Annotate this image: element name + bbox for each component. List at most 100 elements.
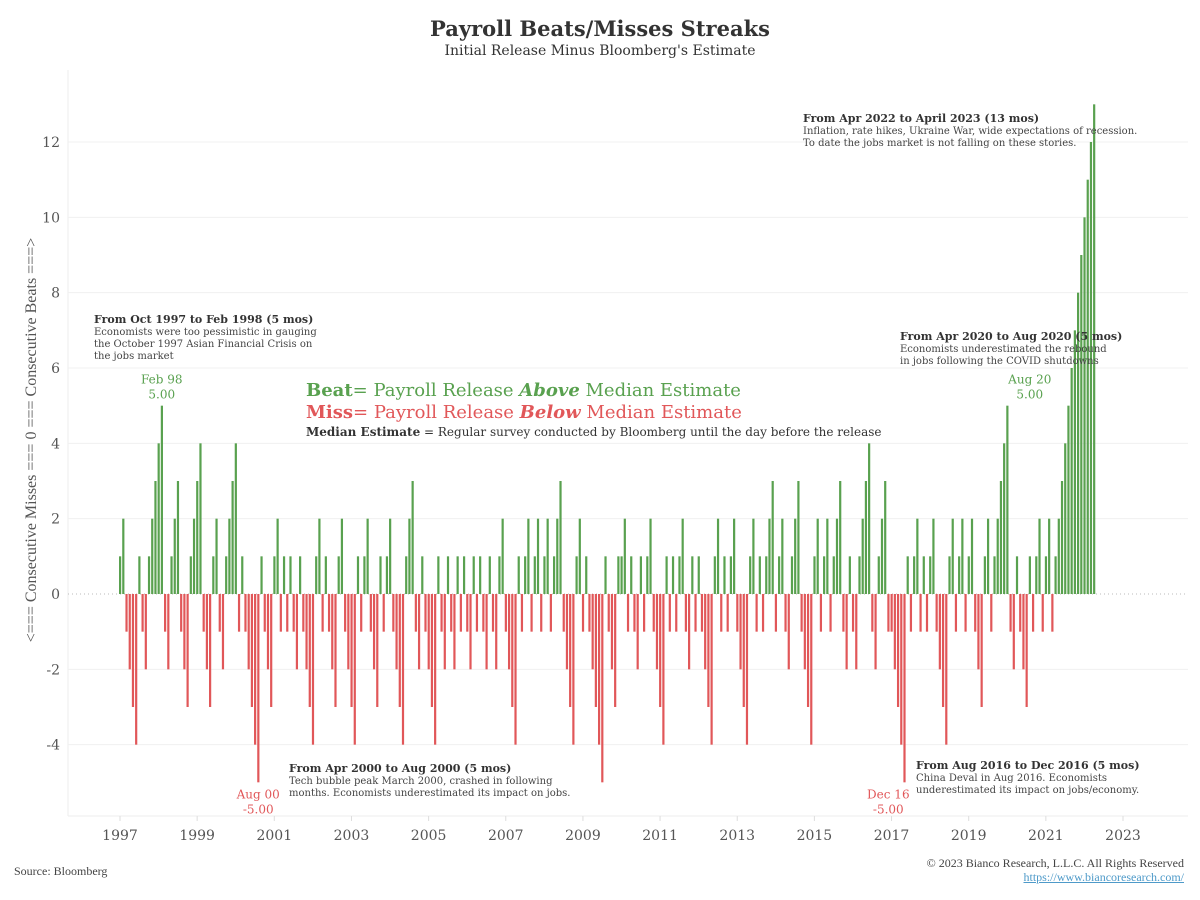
y-tick-label: 8 (51, 286, 60, 302)
miss-bar (601, 594, 604, 783)
miss-bar (549, 594, 552, 632)
beat-bar (967, 556, 970, 594)
miss-bar (302, 594, 305, 632)
x-tick-label: 2011 (642, 828, 678, 844)
beat-bar (1057, 518, 1060, 594)
miss-bar (964, 594, 967, 632)
beat-bar (488, 556, 491, 594)
beat-bar (138, 556, 141, 594)
beat-bar (299, 556, 302, 594)
miss-bar (900, 594, 903, 745)
miss-bar (360, 594, 363, 632)
beat-bar (1044, 556, 1048, 594)
miss-bar (700, 594, 704, 632)
miss-bar (507, 594, 511, 670)
miss-bar (530, 594, 533, 632)
beat-bar (157, 443, 160, 594)
peak-label-value: -5.00 (243, 802, 274, 816)
miss-bar (485, 594, 488, 670)
note-2022: From Apr 2022 to April 2023 (13 mos) Inf… (803, 113, 1137, 150)
miss-bar (688, 594, 691, 670)
beat-bar (1006, 405, 1009, 594)
beat-bar (273, 556, 276, 594)
beat-bar (816, 518, 819, 594)
website-link[interactable]: https://www.biancoresearch.com/ (1023, 870, 1184, 884)
miss-bar (990, 594, 993, 632)
beat-bar (517, 556, 520, 594)
beat-bar (813, 556, 816, 594)
peak-label-date: Dec 16 (867, 787, 910, 801)
miss-bar (353, 594, 356, 745)
beat-bar (1064, 443, 1067, 594)
beat-bar (723, 556, 726, 594)
beat-bar (864, 481, 868, 594)
y-tick-label: 6 (51, 361, 60, 377)
beat-bar (958, 556, 961, 594)
miss-bar (591, 594, 594, 670)
beat-bar (1086, 179, 1089, 594)
miss-bar (803, 594, 806, 670)
beat-bar (363, 556, 366, 594)
miss-bar (890, 594, 893, 632)
beat-bar (729, 556, 733, 594)
miss-bar (511, 594, 514, 707)
miss-bar (720, 594, 723, 632)
gridlines (67, 70, 1188, 817)
beat-bar (858, 556, 861, 594)
beat-bar (356, 556, 360, 594)
beat-bar (585, 556, 588, 594)
beat-bar (1003, 443, 1006, 594)
note-1997: From Oct 1997 to Feb 1998 (5 mos) Econom… (94, 314, 317, 363)
beat-bar (996, 518, 999, 594)
note-2000-line: Tech bubble peak March 2000, crashed in … (289, 776, 553, 787)
miss-bar (295, 594, 299, 670)
miss-bar (369, 594, 372, 632)
beat-bar (1093, 104, 1096, 594)
beat-bar (790, 556, 794, 594)
note-2020-line: in jobs following the COVID shutdowns (900, 356, 1099, 367)
miss-bar (504, 594, 507, 632)
beat-bar (437, 556, 440, 594)
y-axis-ticks: -4 -2 0 2 4 6 8 10 12 (42, 135, 60, 754)
beat-bar (617, 556, 620, 594)
beat-bar (147, 556, 151, 594)
beat-bar (1080, 255, 1083, 594)
miss-bar (475, 594, 479, 632)
beat-bar (1038, 518, 1041, 594)
miss-bar (183, 594, 186, 670)
x-tick-label: 2005 (411, 828, 447, 844)
beat-bar (479, 556, 482, 594)
miss-bar (440, 594, 443, 632)
miss-bar (482, 594, 485, 632)
beat-bar (379, 556, 382, 594)
beat-bar (575, 556, 578, 594)
beat-bar (832, 556, 835, 594)
miss-bar (266, 594, 270, 670)
x-tick-label: 2015 (797, 828, 833, 844)
beat-bar (1028, 556, 1031, 594)
miss-bar (1009, 594, 1012, 632)
x-tick-label: 2009 (565, 828, 601, 844)
beat-bar (546, 518, 549, 594)
miss-bar (401, 594, 405, 745)
miss-bar (974, 594, 977, 632)
miss-bar (887, 594, 890, 632)
x-tick-label: 2023 (1105, 828, 1141, 844)
legend-miss-text-end: Median Estimate (580, 402, 742, 423)
note-2000: From Apr 2000 to Aug 2000 (5 mos) Tech b… (289, 763, 570, 800)
beat-bar (671, 556, 675, 594)
miss-bar (263, 594, 266, 632)
miss-bar (919, 594, 922, 632)
beat-bar (697, 556, 700, 594)
beat-bar (986, 518, 990, 594)
miss-bar (1041, 594, 1044, 632)
legend-miss-word: Miss (306, 402, 354, 423)
beat-bar (771, 481, 774, 594)
note-1997-line: the jobs market (94, 351, 174, 362)
beat-bar (691, 556, 694, 594)
beat-bar (758, 556, 761, 594)
miss-bar (736, 594, 739, 632)
miss-bar (810, 594, 813, 745)
miss-bar (209, 594, 212, 707)
note-2022-line: To date the jobs market is not falling o… (803, 138, 1077, 149)
